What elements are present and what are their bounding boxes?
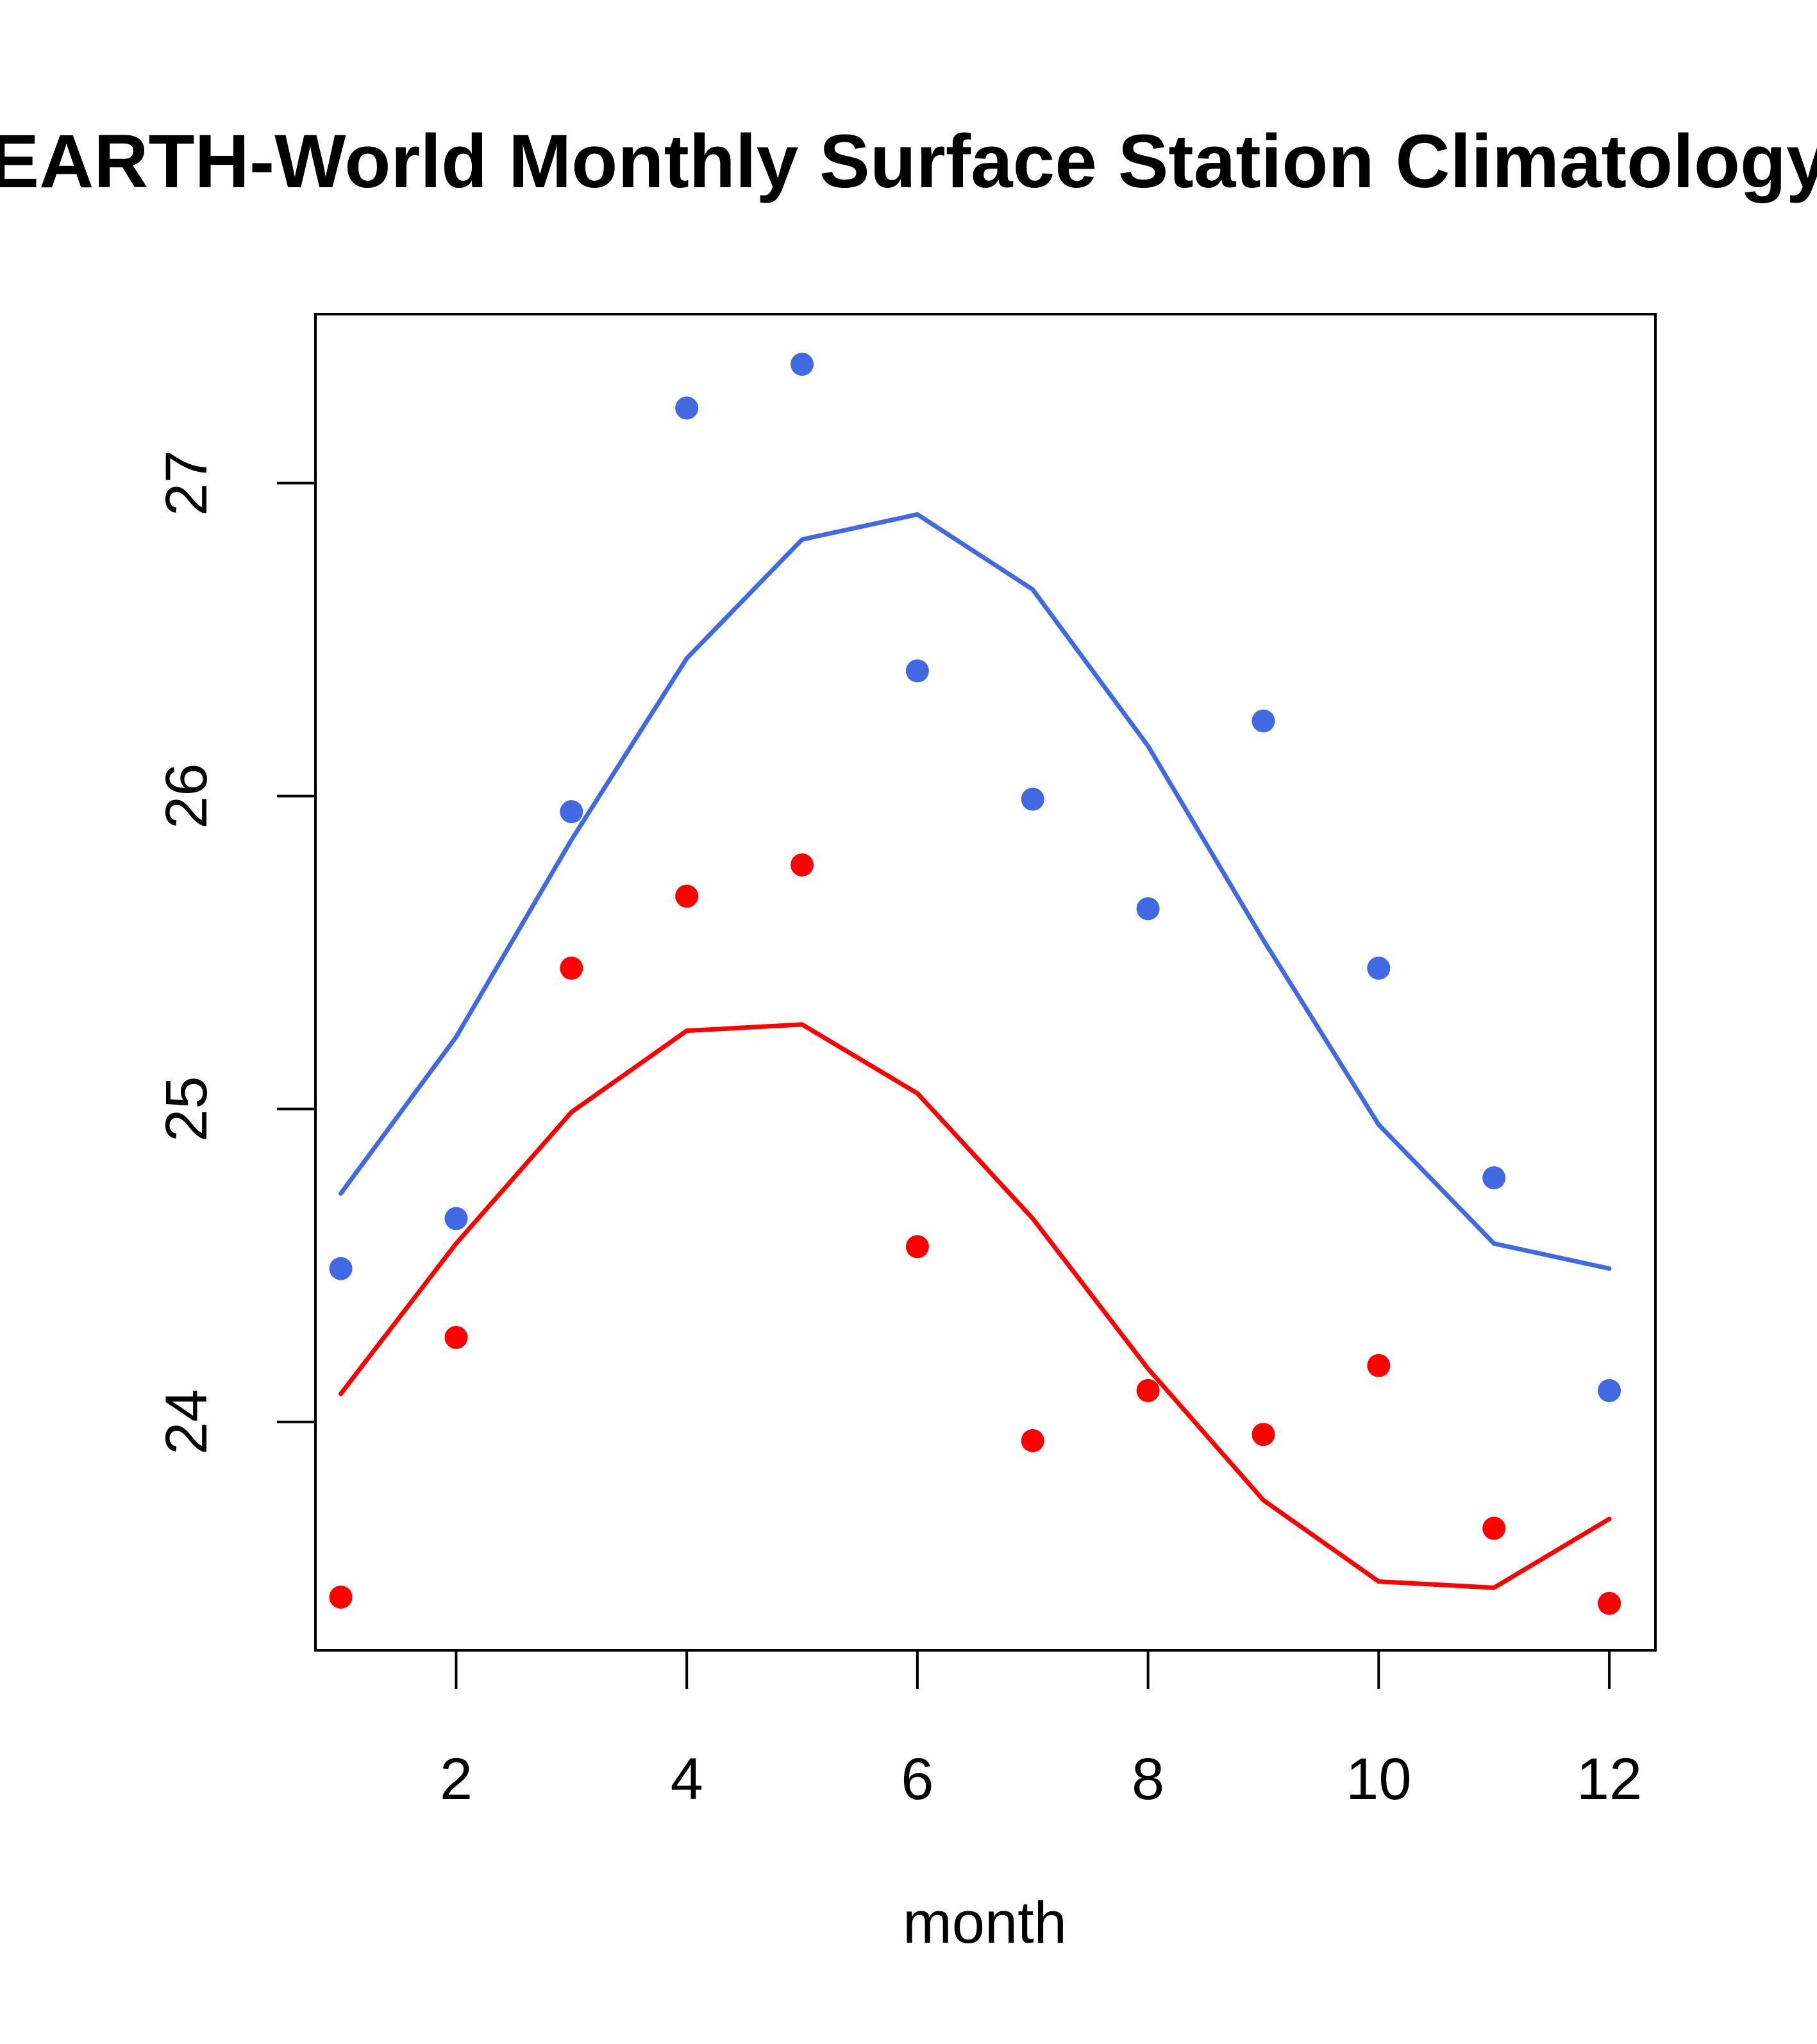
- red-points-point: [1367, 1353, 1391, 1377]
- blue-points-point: [905, 659, 929, 683]
- red-points-point: [444, 1325, 468, 1349]
- red-points-point: [791, 853, 814, 876]
- blue-points-point: [329, 1257, 353, 1280]
- red-points-point: [1021, 1429, 1044, 1453]
- red-points-point: [1252, 1423, 1275, 1446]
- blue-points-point: [675, 396, 699, 420]
- blue-line-series: [339, 512, 1612, 1271]
- series-layer: [329, 353, 1621, 1615]
- x-tick-label: 2: [440, 1747, 473, 1812]
- blue-points-point: [1367, 957, 1391, 980]
- x-tick-label: 4: [671, 1747, 703, 1812]
- y-tick-label: 25: [154, 1076, 219, 1141]
- x-tick-label: 8: [1132, 1747, 1164, 1812]
- y-tick-label: 26: [154, 763, 219, 828]
- x-tick-label: 6: [901, 1747, 934, 1812]
- chart-title: EARTH-World Monthly Surface Station Clim…: [0, 119, 1817, 204]
- y-tick-label: 27: [154, 450, 219, 515]
- y-axis: 24 25 26 27: [154, 450, 315, 1455]
- blue-points-point: [1252, 709, 1275, 733]
- blue-points-point: [791, 353, 814, 376]
- blue-points-point: [1598, 1378, 1621, 1402]
- plot-frame: [314, 313, 1657, 1652]
- y-tick-label: 24: [154, 1389, 219, 1455]
- red-line-series: [339, 1022, 1612, 1590]
- blue-points-point: [1136, 897, 1160, 921]
- red-points-point: [1482, 1516, 1506, 1540]
- blue-points-point: [1021, 787, 1044, 811]
- x-axis-label: month: [903, 1890, 1067, 1956]
- blue-points-point: [1482, 1166, 1506, 1190]
- blue-points-point: [444, 1207, 468, 1230]
- blue-points-point: [560, 800, 583, 824]
- red-points-point: [905, 1235, 929, 1259]
- red-points-point: [329, 1586, 353, 1609]
- red-points-point: [560, 957, 583, 980]
- x-tick-label: 12: [1577, 1747, 1642, 1812]
- red-points-point: [1136, 1378, 1160, 1402]
- red-points-point: [675, 884, 699, 908]
- red-points-point: [1598, 1591, 1621, 1615]
- x-axis: 2 4 6 8 10 12: [440, 1650, 1642, 1812]
- x-tick-label: 10: [1346, 1747, 1411, 1812]
